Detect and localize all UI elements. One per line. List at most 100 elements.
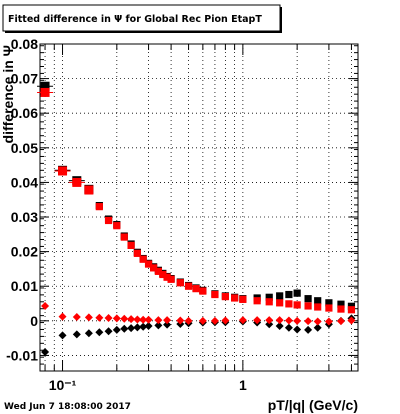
data-point-square [325, 299, 333, 307]
data-point-square [120, 233, 128, 241]
data-point-square [231, 294, 239, 302]
y-tick-label: 0.01 [11, 278, 38, 294]
data-point-diamond [284, 316, 293, 325]
data-point-square [192, 285, 200, 293]
data-point-square [314, 297, 322, 305]
y-tick-label: 0.04 [11, 174, 38, 190]
data-point-square [325, 304, 333, 312]
data-point-square [293, 301, 301, 309]
data-point-diamond [313, 323, 322, 332]
data-point-square [304, 295, 312, 303]
data-point-square [293, 289, 301, 297]
data-point-diamond [144, 322, 153, 331]
footer-timestamp: Wed Jun 7 18:08:00 2017 [4, 402, 131, 412]
data-point-diamond [41, 347, 50, 356]
data-point-diamond [72, 313, 81, 322]
data-point-square [337, 305, 345, 313]
data-point-square [276, 299, 284, 307]
data-point-square [184, 282, 193, 290]
data-marks [37, 81, 356, 356]
data-point-square [139, 255, 147, 263]
data-point-diamond [104, 327, 113, 336]
data-point-diamond [336, 317, 345, 326]
chart-title: Fitted difference in Ψ for Global Rec Pi… [8, 14, 262, 25]
data-point-square [276, 292, 284, 300]
data-point-diamond [324, 317, 333, 326]
data-point-diamond [304, 325, 313, 334]
data-point-diamond [275, 316, 284, 325]
data-point-square [84, 185, 94, 195]
data-point-square [304, 302, 312, 310]
data-point-square [239, 295, 247, 303]
data-point-diamond [313, 317, 322, 326]
data-point-diamond [163, 320, 172, 329]
data-point-diamond [221, 316, 230, 325]
title-box [2, 4, 281, 32]
data-point-diamond [72, 330, 81, 339]
data-point-diamond [139, 315, 148, 324]
data-point-square [253, 297, 261, 305]
data-point-diamond [275, 322, 284, 331]
data-point-diamond [265, 316, 274, 325]
data-point-square [265, 293, 273, 301]
y-axis-title: difference in Ψ [0, 45, 16, 143]
data-point-square [176, 279, 184, 287]
data-point-diamond [41, 301, 50, 310]
data-point-diamond [238, 316, 247, 325]
data-point-square [95, 203, 103, 211]
x-axis-title: pT/|q| (GeV/c) [268, 397, 358, 413]
axis-ticks [40, 43, 358, 372]
data-point-square [285, 300, 293, 308]
data-point-diamond [198, 316, 207, 325]
data-point-diamond [112, 314, 121, 323]
data-point-square [40, 81, 50, 91]
y-tick-label: 0.05 [11, 140, 38, 156]
data-point-diamond [127, 315, 136, 324]
title-box-shadow [5, 31, 282, 33]
y-tick-label: 0.02 [11, 244, 38, 260]
data-point-diamond [58, 331, 67, 340]
data-point-diamond [84, 329, 93, 338]
data-point-square [285, 290, 293, 299]
y-tick-label: 0 [30, 313, 38, 329]
data-point-diamond [154, 316, 163, 325]
data-point-square [150, 264, 158, 272]
data-point-diamond [133, 323, 142, 332]
data-point-square [167, 275, 175, 283]
data-point-square [221, 293, 229, 301]
data-point-square [199, 287, 207, 295]
data-point-diamond [184, 316, 193, 325]
data-point-diamond [139, 322, 148, 331]
data-point-diamond [176, 316, 185, 325]
data-point-diamond [154, 321, 163, 330]
data-point-square [163, 273, 171, 281]
data-point-diamond [347, 316, 356, 325]
data-point-square [347, 306, 356, 314]
data-point-square [265, 298, 273, 306]
data-point-square [133, 249, 141, 257]
data-point-diamond [304, 317, 313, 326]
data-point-square [314, 303, 322, 311]
data-point-square [104, 216, 113, 225]
data-point-diamond [120, 324, 129, 333]
data-point-diamond [284, 323, 293, 332]
data-point-diamond [112, 325, 121, 334]
y-tick-label: -0.01 [6, 347, 38, 363]
data-point-diamond [293, 316, 302, 325]
data-point-square [127, 241, 135, 249]
data-point-square [154, 267, 162, 275]
data-point-diamond [163, 316, 172, 325]
data-point-diamond [120, 314, 129, 323]
data-point-diamond [58, 312, 67, 321]
data-point-square [337, 300, 345, 308]
data-point-diamond [265, 320, 274, 329]
data-point-square [40, 87, 50, 97]
data-point-diamond [253, 316, 262, 325]
x-tick-label: 10⁻¹ [49, 377, 77, 393]
data-point-diamond [127, 324, 136, 333]
y-tick-label: 0.06 [11, 105, 38, 121]
data-point-diamond [104, 314, 113, 323]
y-tick-label: 0.08 [11, 36, 38, 52]
data-point-square [58, 166, 68, 176]
